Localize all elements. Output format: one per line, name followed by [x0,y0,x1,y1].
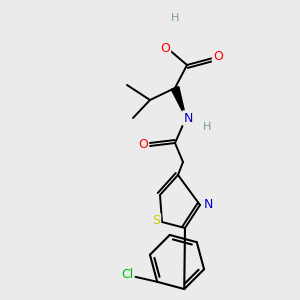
Text: N: N [203,197,213,211]
Text: O: O [160,41,170,55]
Text: O: O [138,139,148,152]
Text: Cl: Cl [121,268,133,281]
Text: H: H [171,13,179,23]
Text: S: S [152,214,160,227]
Text: H: H [203,122,211,132]
Polygon shape [171,87,186,118]
Text: N: N [183,112,193,124]
Text: O: O [213,50,223,64]
